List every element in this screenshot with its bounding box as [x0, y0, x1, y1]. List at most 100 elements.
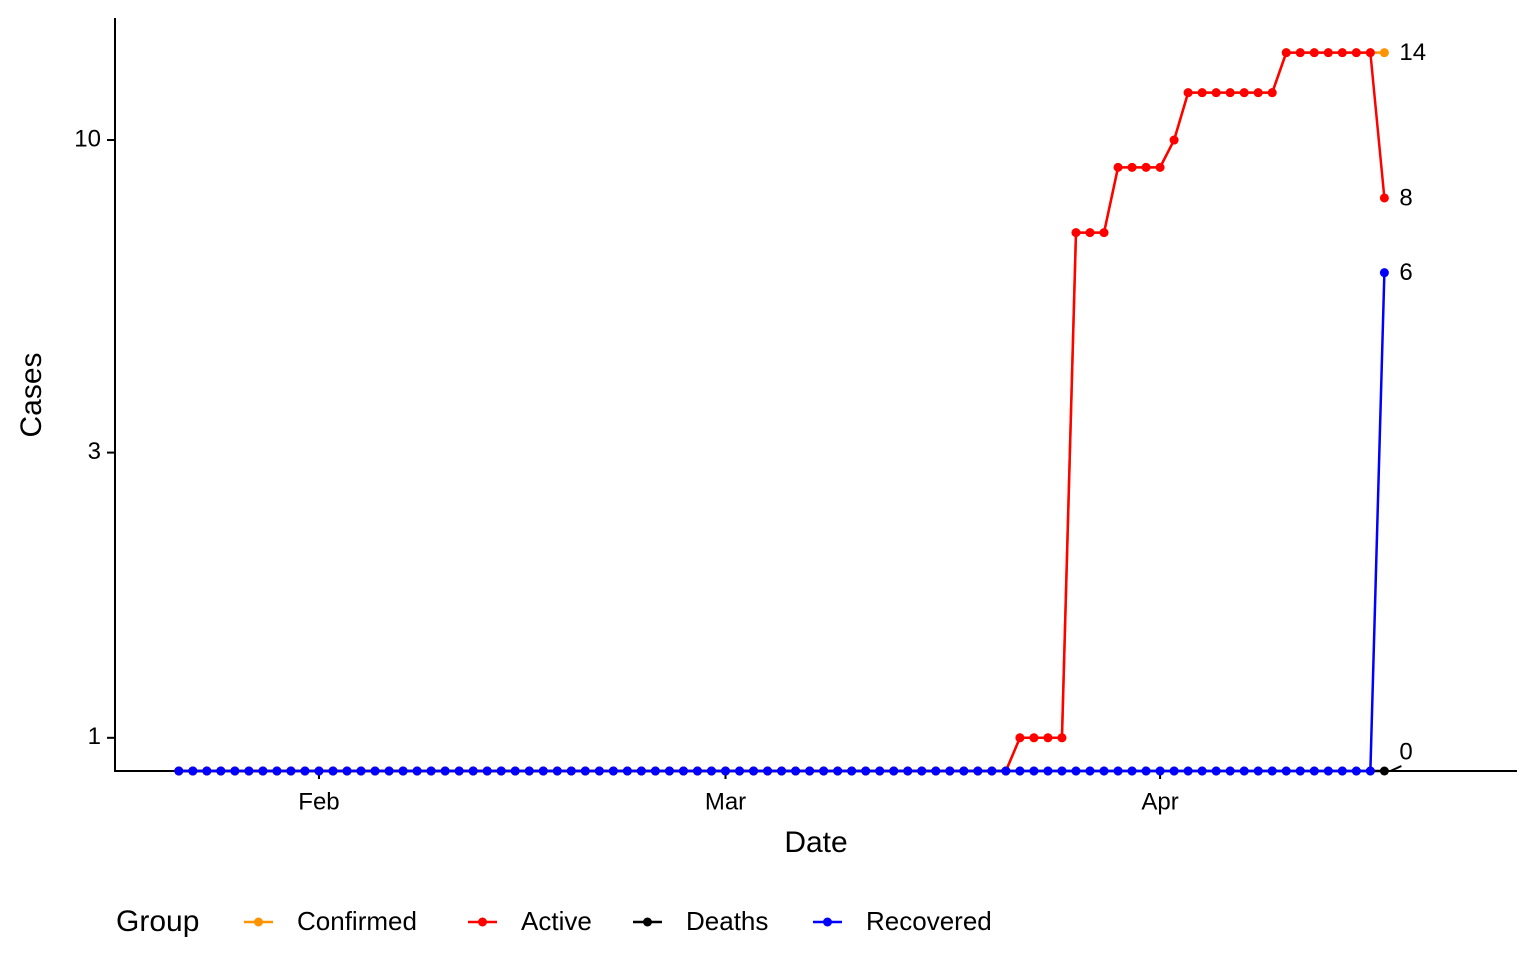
- data-point: [664, 766, 674, 776]
- data-point: [496, 766, 506, 776]
- data-point: [398, 766, 408, 776]
- data-point: [1085, 228, 1095, 238]
- data-point: [1015, 733, 1025, 743]
- data-point: [1365, 48, 1375, 58]
- data-point: [1001, 766, 1011, 776]
- data-point: [1225, 766, 1235, 776]
- data-point: [1211, 88, 1221, 98]
- data-point: [763, 766, 773, 776]
- data-point: [819, 766, 829, 776]
- data-point: [1113, 162, 1123, 172]
- data-point: [314, 766, 324, 776]
- data-point: [1071, 766, 1081, 776]
- data-point: [384, 766, 394, 776]
- data-point: [216, 766, 226, 776]
- data-point: [174, 766, 184, 776]
- data-point: [244, 766, 254, 776]
- data-point: [1351, 766, 1361, 776]
- data-point: [426, 766, 436, 776]
- data-point: [1239, 88, 1249, 98]
- data-point: [566, 766, 576, 776]
- data-point: [622, 766, 632, 776]
- data-point: [608, 766, 618, 776]
- legend-label: Active: [521, 906, 592, 936]
- legend-title: Group: [116, 905, 199, 938]
- data-point: [721, 766, 731, 776]
- data-point: [440, 766, 450, 776]
- data-point: [1169, 766, 1179, 776]
- data-point: [959, 766, 969, 776]
- data-point: [861, 766, 871, 776]
- data-point: [1379, 193, 1389, 203]
- data-point: [1127, 766, 1137, 776]
- y-axis-title: Cases: [15, 352, 48, 437]
- data-point: [1253, 88, 1263, 98]
- data-point: [1099, 228, 1109, 238]
- data-point: [230, 766, 240, 776]
- legend-key-point: [478, 917, 487, 927]
- data-point: [1015, 766, 1025, 776]
- data-point: [692, 766, 702, 776]
- y-tick-label: 1: [88, 723, 101, 750]
- data-point: [1141, 766, 1151, 776]
- end-label: 6: [1399, 259, 1412, 286]
- data-point: [973, 766, 983, 776]
- data-point: [847, 766, 857, 776]
- data-point: [1323, 766, 1333, 776]
- data-point: [1071, 228, 1081, 238]
- legend-key-point: [823, 917, 832, 927]
- data-point: [370, 766, 380, 776]
- data-point: [1281, 48, 1291, 58]
- data-point: [1197, 88, 1207, 98]
- data-point: [342, 766, 352, 776]
- data-point: [1155, 766, 1165, 776]
- data-point: [1057, 733, 1067, 743]
- data-point: [300, 766, 310, 776]
- data-point: [735, 766, 745, 776]
- data-point: [875, 766, 885, 776]
- data-point: [1043, 733, 1053, 743]
- data-point: [917, 766, 927, 776]
- x-tick-label: Mar: [705, 788, 746, 815]
- data-point: [594, 766, 604, 776]
- x-axis-title: Date: [784, 826, 847, 859]
- data-point: [202, 766, 212, 776]
- data-point: [1085, 766, 1095, 776]
- data-point: [1197, 766, 1207, 776]
- data-point: [580, 766, 590, 776]
- data-point: [777, 766, 787, 776]
- data-point: [1379, 48, 1389, 58]
- data-point: [1337, 48, 1347, 58]
- data-point: [889, 766, 899, 776]
- data-point: [931, 766, 941, 776]
- data-point: [1225, 88, 1235, 98]
- legend-label: Deaths: [686, 906, 768, 936]
- data-point: [805, 766, 815, 776]
- data-point: [1029, 766, 1039, 776]
- data-point: [482, 766, 492, 776]
- series-line: [178, 51, 1385, 773]
- series-line: [178, 51, 1386, 773]
- data-point: [510, 766, 520, 776]
- data-point: [1043, 766, 1053, 776]
- data-point: [945, 766, 955, 776]
- data-point: [833, 766, 843, 776]
- series-line: [178, 272, 1386, 773]
- data-point: [1253, 766, 1263, 776]
- end-label: 8: [1399, 184, 1412, 211]
- y-tick-label: 3: [88, 438, 101, 465]
- data-point: [538, 766, 548, 776]
- data-point: [188, 766, 198, 776]
- data-point: [791, 766, 801, 776]
- data-point: [1239, 766, 1249, 776]
- data-point: [903, 766, 913, 776]
- data-point: [636, 766, 646, 776]
- legend-label: Recovered: [866, 906, 992, 936]
- data-point: [1309, 766, 1319, 776]
- data-point: [1295, 48, 1305, 58]
- data-point: [1351, 48, 1361, 58]
- data-point: [1379, 268, 1389, 278]
- data-point: [1323, 48, 1333, 58]
- data-point: [706, 766, 716, 776]
